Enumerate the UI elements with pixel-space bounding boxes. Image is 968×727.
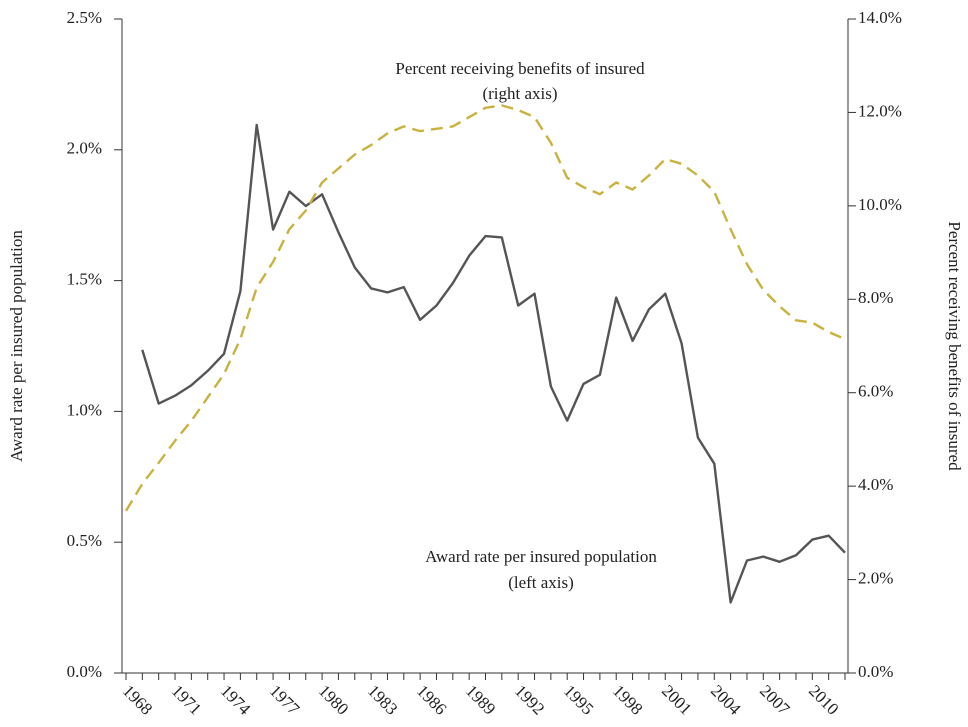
x-tick-label: 2010: [805, 681, 842, 718]
x-tick-label: 1983: [364, 681, 401, 718]
x-tick-label: 1992: [511, 681, 548, 718]
x-tick-label: 1977: [266, 681, 304, 719]
annotation: (left axis): [508, 573, 574, 592]
y-tick-label: 1.5%: [67, 270, 102, 289]
x-tick-label: 1995: [560, 681, 597, 718]
annotation: Award rate per insured population: [425, 547, 657, 566]
y2-tick-label: 10.0%: [858, 195, 902, 214]
y2-tick-label: 14.0%: [858, 8, 902, 27]
x-tick-label: 1986: [413, 681, 450, 718]
x-tick-label: 2001: [658, 681, 695, 718]
y2-axis-title: Percent receiving benefits of insured: [945, 221, 964, 471]
annotation: Percent receiving benefits of insured: [395, 59, 645, 78]
x-tick-label: 2007: [756, 681, 794, 719]
y2-tick-label: 8.0%: [858, 288, 893, 307]
y2-tick-label: 12.0%: [858, 101, 902, 120]
y2-tick-label: 0.0%: [858, 662, 893, 681]
y-tick-label: 1.0%: [67, 400, 102, 419]
y2-tick-label: 4.0%: [858, 475, 893, 494]
x-tick-label: 1989: [462, 681, 499, 718]
x-tick-label: 1980: [315, 681, 352, 718]
series-line: [124, 104, 846, 512]
x-tick-label: 1971: [168, 681, 205, 718]
y2-tick-label: 2.0%: [858, 568, 893, 587]
y-axis-title: Award rate per insured population: [7, 230, 26, 462]
y-tick-label: 2.5%: [67, 8, 102, 27]
x-tick-label: 2004: [707, 681, 745, 719]
y2-tick-label: 6.0%: [858, 382, 893, 401]
y-tick-label: 0.5%: [67, 531, 102, 550]
x-tick-label: 1974: [217, 681, 255, 719]
y-tick-label: 2.0%: [67, 139, 102, 158]
y-tick-label: 0.0%: [67, 662, 102, 681]
series-line: [141, 123, 846, 604]
x-tick-label: 1998: [609, 681, 646, 718]
x-tick-label: 1968: [119, 681, 156, 718]
annotation: (right axis): [482, 84, 557, 103]
